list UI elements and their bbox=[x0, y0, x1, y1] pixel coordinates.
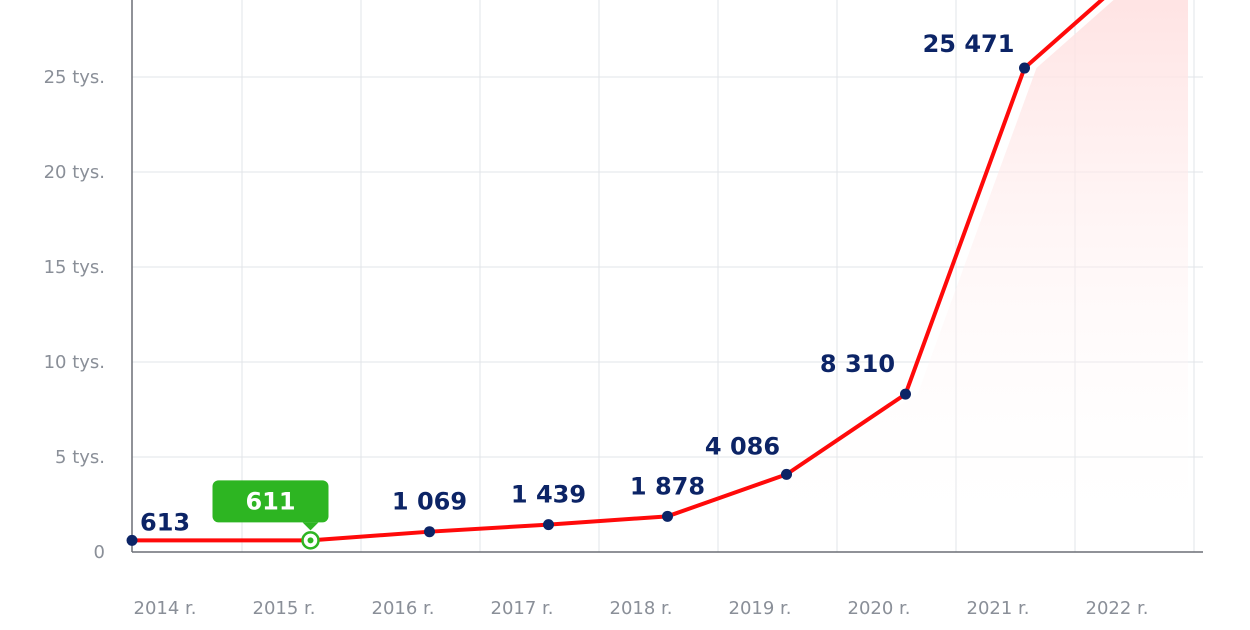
highlight-callout-box bbox=[212, 480, 329, 523]
x-tick-label: 2015 r. bbox=[253, 598, 316, 619]
y-axis-tick-labels: 0 5 tys. 10 tys. 15 tys. 20 tys. 25 tys. bbox=[44, 67, 105, 563]
y-tick-label: 20 tys. bbox=[44, 162, 105, 183]
x-axis-tick-labels: 2014 r. 2015 r. 2016 r. 2017 r. 2018 r. 2019 … bbox=[134, 598, 1149, 619]
x-tick-label: 2020 r. bbox=[848, 598, 911, 619]
data-marker bbox=[781, 468, 792, 480]
data-marker bbox=[900, 388, 911, 400]
data-label: 4 086 bbox=[705, 432, 780, 460]
forecast-area bbox=[786, 0, 1188, 552]
data-markers bbox=[126, 62, 1030, 550]
y-tick-label: 0 bbox=[94, 542, 105, 563]
data-marker bbox=[543, 519, 554, 531]
y-tick-label: 25 tys. bbox=[44, 67, 105, 88]
highlight-data-label: 611 bbox=[245, 487, 295, 515]
data-label: 1 439 bbox=[511, 481, 586, 509]
data-marker bbox=[126, 534, 138, 546]
x-tick-label: 2022 r. bbox=[1086, 598, 1149, 619]
y-tick-label: 5 tys. bbox=[55, 447, 105, 468]
data-label: 25 471 bbox=[923, 30, 1015, 58]
x-tick-label: 2021 r. bbox=[967, 598, 1030, 619]
x-tick-label: 2019 r. bbox=[729, 598, 792, 619]
y-tick-label: 10 tys. bbox=[44, 352, 105, 373]
forecast-fill-area bbox=[786, 0, 1188, 552]
highlight-marker-dot bbox=[307, 537, 314, 544]
data-label: 8 310 bbox=[820, 350, 895, 378]
axes bbox=[131, 0, 1203, 553]
x-tick-label: 2017 r. bbox=[491, 598, 554, 619]
x-tick-label: 2014 r. bbox=[134, 598, 197, 619]
data-marker bbox=[1019, 62, 1030, 74]
data-label: 613 bbox=[140, 508, 190, 536]
highlight-callout-pointer bbox=[302, 522, 319, 531]
x-tick-label: 2018 r. bbox=[610, 598, 673, 619]
data-label: 1 069 bbox=[392, 488, 467, 516]
data-marker bbox=[662, 510, 673, 522]
data-label: 1 878 bbox=[630, 472, 705, 500]
data-marker bbox=[424, 526, 435, 538]
x-tick-label: 2016 r. bbox=[372, 598, 435, 619]
y-tick-label: 15 tys. bbox=[44, 257, 105, 278]
